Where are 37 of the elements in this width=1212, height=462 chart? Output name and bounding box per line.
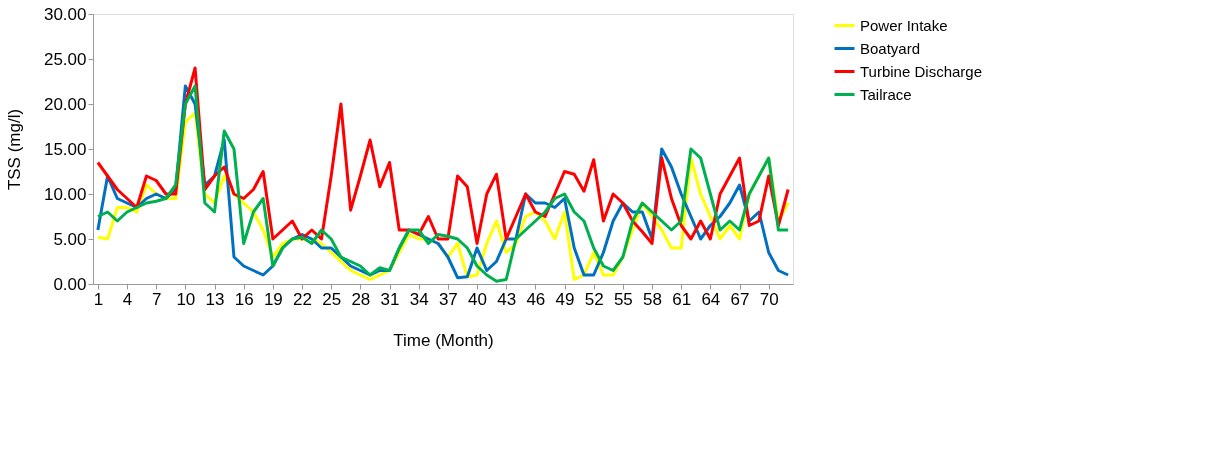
x-tick-label: 67 [730,289,750,309]
y-tick-label: 20.00 [43,94,87,114]
x-tick-label: 43 [497,289,517,309]
x-tick-label: 1 [93,289,104,309]
x-tick-label: 52 [584,289,604,309]
y-tick-label: 15.00 [43,139,87,159]
x-tick-label: 10 [176,289,196,309]
x-tick-label: 28 [351,289,371,309]
legend-label: Turbine Discharge [860,62,982,80]
legend-label: Boatyard [860,39,921,57]
x-tick-label: 46 [526,289,546,309]
x-tick-label: 16 [234,289,254,309]
legend-label: Tailrace [860,85,912,103]
x-tick-label: 31 [380,289,400,309]
x-tick-label: 49 [555,289,575,309]
y-tick-label: 30.00 [43,4,87,24]
x-tick-label: 64 [701,289,721,309]
x-tick-label: 40 [468,289,487,309]
x-tick-label: 34 [409,289,429,309]
y-axis-title: TSS (mg/l) [4,108,24,191]
x-tick-label: 22 [293,289,312,309]
x-tick-label: 13 [205,289,225,309]
x-tick-label: 19 [263,289,283,309]
x-tick-label: 7 [151,289,162,309]
y-tick-label: 0.00 [53,274,87,294]
x-axis-title: Time (Month) [393,330,494,350]
x-tick-label: 70 [759,289,779,309]
y-tick-label: 25.00 [43,49,87,69]
x-tick-label: 58 [643,289,662,309]
y-tick-label: 5.00 [53,229,87,249]
x-tick-label: 25 [322,289,342,309]
x-tick-label: 37 [438,289,458,309]
x-tick-label: 55 [613,289,633,309]
y-tick-label: 10.00 [43,184,87,204]
x-tick-label: 61 [672,289,692,309]
legend-label: Power Intake [860,16,948,34]
x-tick-label: 4 [122,289,133,309]
